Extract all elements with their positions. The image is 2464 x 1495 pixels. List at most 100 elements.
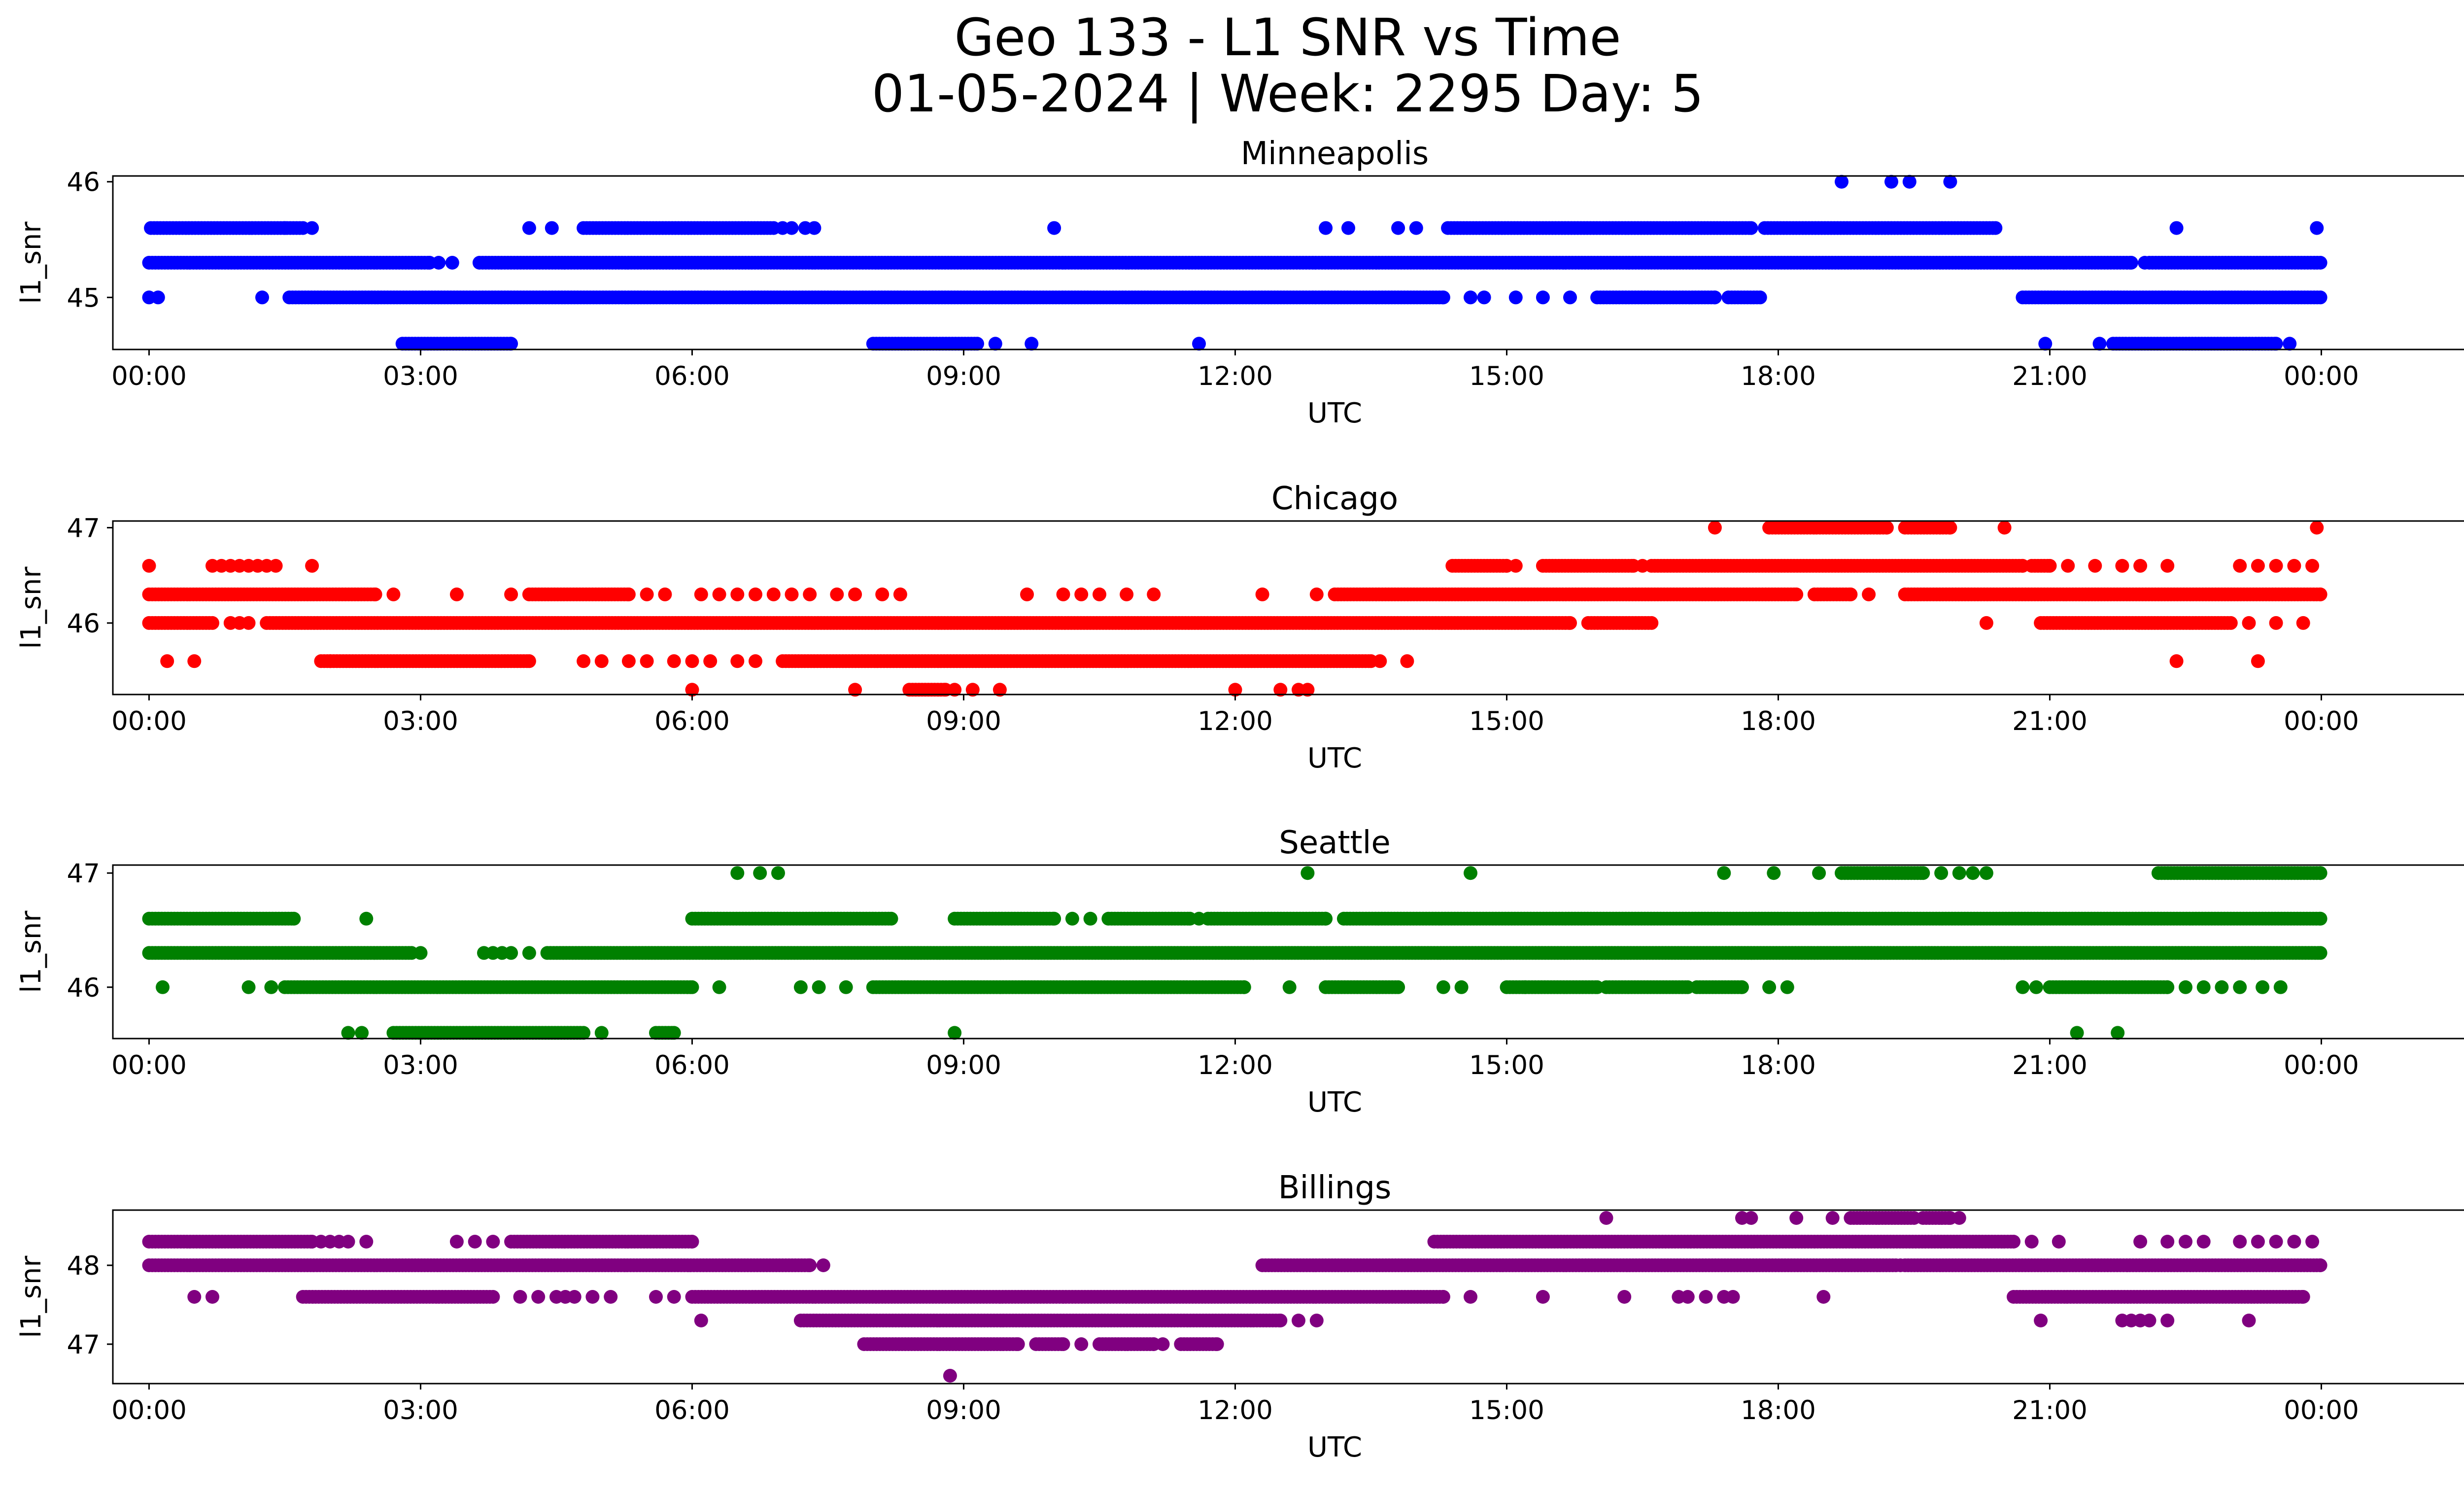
data-point [1735, 980, 1749, 994]
data-point [1341, 221, 1355, 235]
x-tick-label: 06:00 [654, 361, 730, 391]
data-point [2283, 337, 2297, 351]
data-point [2313, 256, 2327, 270]
data-point [160, 654, 174, 668]
subplot-title: Seattle [1279, 825, 1391, 861]
data-point [1518, 980, 1532, 994]
data-point [1943, 521, 1957, 535]
data-point [1644, 616, 1659, 630]
data-point [2269, 616, 2283, 630]
data-point [2310, 221, 2324, 235]
data-point [241, 616, 256, 630]
data-point [594, 654, 609, 668]
data-point [812, 980, 826, 994]
data-point [241, 980, 256, 994]
data-point [2115, 558, 2129, 573]
data-point [948, 1026, 962, 1040]
data-point [1464, 290, 1477, 305]
data-point [2215, 980, 2229, 994]
data-point [2233, 558, 2247, 573]
y-tick-label: 47 [67, 514, 100, 544]
data-point [545, 221, 559, 235]
data-point [730, 654, 745, 668]
y-tick-label: 46 [67, 973, 100, 1003]
suptitle-line2: 01-05-2024 | Week: 2295 Day: 5 [872, 64, 1704, 124]
data-point [1636, 558, 1649, 573]
x-tick-label: 21:00 [2012, 361, 2088, 391]
data-point [1902, 174, 1916, 189]
data-point [522, 221, 536, 235]
data-point [1536, 290, 1550, 305]
data-point [368, 587, 382, 601]
data-point [1563, 616, 1577, 630]
x-tick-label: 15:00 [1469, 1050, 1544, 1080]
x-tick-label: 21:00 [2012, 1050, 2088, 1080]
data-point [685, 980, 699, 994]
data-point [151, 290, 165, 305]
data-point [2269, 337, 2283, 351]
data-point [2160, 980, 2175, 994]
x-tick-label: 18:00 [1741, 706, 1816, 736]
data-point [1880, 521, 1894, 535]
x-axis-label: UTC [1307, 1086, 1362, 1118]
x-tick-label: 03:00 [383, 361, 458, 391]
x-tick-label: 21:00 [2012, 706, 2088, 736]
data-point [522, 946, 536, 960]
subplot-minneapolis: 00:00 03:00 06:00 09:00 12:00 15:00 18:00 21:00… [15, 136, 2464, 429]
data-point [1762, 980, 1777, 994]
data-point [839, 980, 853, 994]
data-point [1093, 587, 1106, 601]
data-point [1952, 866, 1966, 880]
markers [142, 174, 2327, 351]
x-axis-label: UTC [1307, 742, 1362, 774]
data-point [848, 587, 862, 601]
data-point [305, 558, 319, 573]
data-point [1147, 587, 1161, 601]
y-axis-label: l1_snr [15, 566, 47, 649]
data-point [413, 946, 428, 960]
data-point [1717, 866, 1731, 880]
data-point [142, 558, 156, 573]
data-point [1400, 654, 1414, 668]
data-point [658, 587, 672, 601]
data-point [884, 911, 898, 926]
data-point [1599, 1211, 1613, 1225]
x-tick-label: 09:00 [926, 361, 1001, 391]
data-point [2029, 980, 2043, 994]
x-tick-label: 03:00 [383, 1050, 458, 1080]
data-point [2179, 980, 2192, 994]
x-tick-label: 09:00 [926, 706, 1001, 736]
data-point [1812, 866, 1826, 880]
data-point [1767, 866, 1781, 880]
data-point [577, 1026, 591, 1040]
data-point [1844, 587, 1858, 601]
data-point [1120, 587, 1134, 601]
y-tick-label: 46 [67, 168, 100, 198]
data-point [1508, 558, 1523, 573]
x-tick-label: 06:00 [654, 706, 730, 736]
data-point [1508, 290, 1523, 305]
x-tick-label: 12:00 [1198, 361, 1273, 391]
subplot-title: Minneapolis [1241, 136, 1429, 172]
data-point [2169, 654, 2184, 668]
data-point [386, 587, 401, 601]
data-point [793, 980, 808, 994]
data-point [287, 911, 301, 926]
data-point [875, 587, 890, 601]
data-point [753, 866, 767, 880]
data-point [2313, 866, 2327, 880]
data-point [988, 337, 1002, 351]
data-point [432, 256, 446, 270]
data-point [2313, 911, 2327, 926]
data-point [970, 337, 984, 351]
data-point [577, 654, 591, 668]
data-point [255, 290, 269, 305]
x-tick-label: 03:00 [383, 706, 458, 736]
x-tick-label: 06:00 [654, 1050, 730, 1080]
data-point [1436, 290, 1450, 305]
data-point [1436, 980, 1450, 994]
data-point [1391, 221, 1405, 235]
data-point [1934, 866, 1949, 880]
